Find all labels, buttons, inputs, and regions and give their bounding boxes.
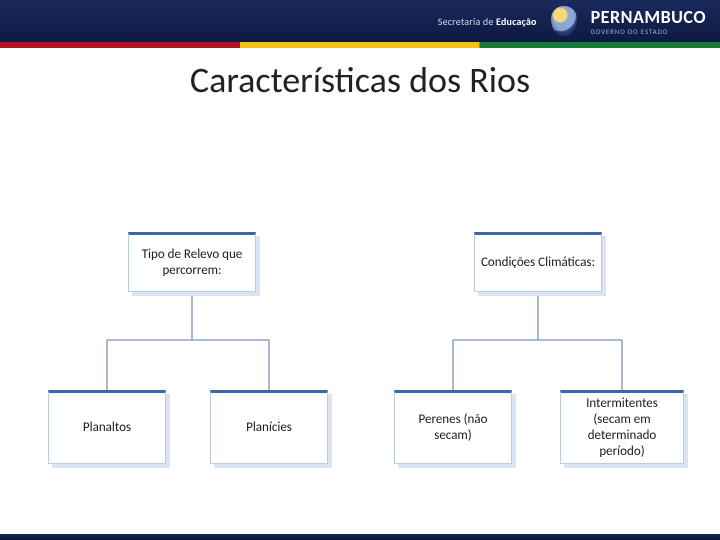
- node-parent-left: Tipo de Relevo que percorrem:: [128, 232, 256, 292]
- node-label: Perenes (não secam): [401, 412, 505, 445]
- node-parent-right: Condições Climáticas:: [474, 232, 602, 292]
- state-subtitle: GOVERNO DO ESTADO: [591, 28, 668, 35]
- node-label: Tipo de Relevo que percorrem:: [135, 247, 249, 280]
- node-label: Planícies: [246, 420, 292, 436]
- node-label: Planaltos: [83, 420, 131, 436]
- connectors-svg: [0, 102, 720, 540]
- node-label: Intermitentes (secam em determinado perí…: [567, 396, 677, 461]
- node-child-2: Planícies: [210, 390, 328, 464]
- slide-title: Características dos Rios: [0, 58, 720, 102]
- secretaria-label: Secretaria de Educação: [438, 15, 537, 28]
- node-child-4: Intermitentes (secam em determinado perí…: [560, 390, 684, 464]
- header-bar: Secretaria de Educação PERNAMBUCO GOVERN…: [0, 0, 720, 42]
- node-child-1: Planaltos: [48, 390, 166, 464]
- state-shield-icon: [551, 6, 577, 36]
- node-label: Condições Climáticas:: [481, 255, 595, 271]
- educacao-text: Educação: [496, 15, 537, 28]
- secretaria-text: Secretaria de: [438, 15, 494, 28]
- diagram-canvas: Tipo de Relevo que percorrem: Condições C…: [0, 102, 720, 540]
- node-child-3: Perenes (não secam): [394, 390, 512, 464]
- tricolor-rule: [0, 42, 720, 48]
- footer-bar: [0, 534, 720, 540]
- state-wordmark: PERNAMBUCO GOVERNO DO ESTADO: [591, 8, 706, 35]
- state-name: PERNAMBUCO: [591, 8, 706, 26]
